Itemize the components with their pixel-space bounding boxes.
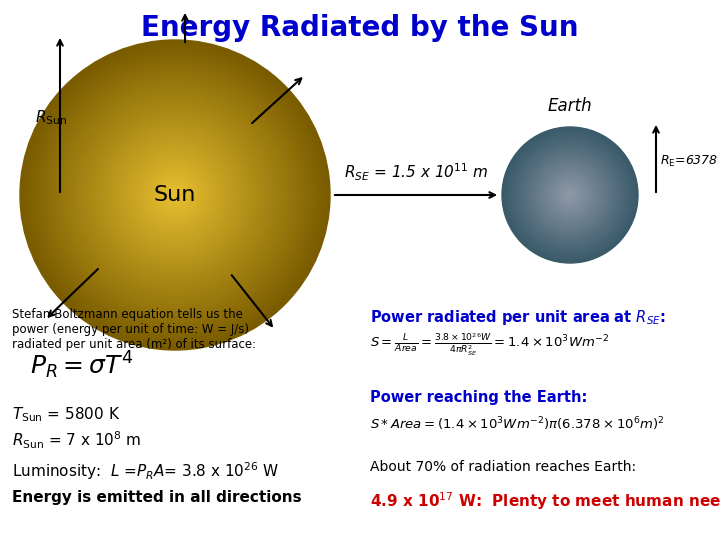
Circle shape	[516, 140, 624, 249]
Circle shape	[535, 160, 606, 231]
Circle shape	[554, 179, 586, 211]
Text: $S*Area=(1.4\times10^{3}Wm^{-2})\pi(6.378\times10^{6}m)^{2}$: $S*Area=(1.4\times10^{3}Wm^{-2})\pi(6.37…	[370, 415, 665, 433]
Circle shape	[59, 79, 292, 311]
Circle shape	[540, 165, 600, 225]
Text: $R_{SE}$ = 1.5 x 10$^{11}$ m: $R_{SE}$ = 1.5 x 10$^{11}$ m	[344, 161, 488, 183]
Text: Sun: Sun	[154, 185, 196, 205]
Circle shape	[90, 110, 260, 280]
Circle shape	[505, 130, 635, 260]
Circle shape	[546, 171, 595, 219]
Text: Power reaching the Earth:: Power reaching the Earth:	[370, 390, 588, 405]
Circle shape	[526, 152, 613, 239]
Circle shape	[128, 148, 222, 241]
Text: $R_\mathrm{E}$=6378 km: $R_\mathrm{E}$=6378 km	[660, 153, 720, 169]
Text: $R_\mathrm{Sun}$: $R_\mathrm{Sun}$	[35, 108, 67, 127]
Circle shape	[160, 179, 191, 211]
Circle shape	[74, 94, 276, 296]
Circle shape	[125, 145, 225, 245]
Circle shape	[521, 146, 619, 244]
Circle shape	[24, 44, 326, 346]
Circle shape	[66, 86, 284, 303]
Circle shape	[105, 125, 245, 265]
Circle shape	[121, 141, 229, 249]
Text: Energy Radiated by the Sun: Energy Radiated by the Sun	[141, 14, 579, 42]
Text: Energy is emitted in all directions: Energy is emitted in all directions	[12, 490, 302, 505]
Circle shape	[132, 152, 217, 238]
Circle shape	[508, 132, 633, 258]
Circle shape	[537, 163, 603, 228]
Circle shape	[78, 98, 272, 292]
Circle shape	[144, 164, 206, 226]
Text: $S=\frac{L}{Area}=\frac{3.8\times10^{26}W}{4\pi R_{SE}^{2}}=1.4\times10^{3}Wm^{-: $S=\frac{L}{Area}=\frac{3.8\times10^{26}…	[370, 332, 609, 358]
Text: $R_\mathrm{Sun}$ = 7 x 10$^8$ m: $R_\mathrm{Sun}$ = 7 x 10$^8$ m	[12, 430, 141, 451]
Circle shape	[171, 191, 179, 199]
Circle shape	[55, 75, 295, 315]
Circle shape	[510, 135, 630, 255]
Circle shape	[20, 40, 330, 350]
Circle shape	[28, 48, 323, 342]
Circle shape	[94, 113, 256, 276]
Text: Earth: Earth	[548, 97, 593, 115]
Circle shape	[35, 56, 315, 334]
Text: $T_\mathrm{Sun}$ = 5800 K: $T_\mathrm{Sun}$ = 5800 K	[12, 405, 120, 424]
Circle shape	[551, 176, 589, 214]
Circle shape	[529, 154, 611, 236]
Circle shape	[113, 133, 237, 257]
Circle shape	[97, 118, 253, 273]
Text: About 70% of radiation reaches Earth:: About 70% of radiation reaches Earth:	[370, 460, 636, 474]
Circle shape	[86, 106, 264, 284]
Circle shape	[63, 83, 287, 307]
Circle shape	[562, 187, 578, 203]
Text: $P_R = \sigma T^4$: $P_R = \sigma T^4$	[30, 350, 133, 381]
Text: Power radiated per unit area at $R_{SE}$:: Power radiated per unit area at $R_{SE}$…	[370, 308, 666, 327]
Circle shape	[518, 143, 621, 247]
Circle shape	[140, 160, 210, 230]
Text: Stefan-Boltzmann equation tells us the
power (energy per unit of time: W = J/s)
: Stefan-Boltzmann equation tells us the p…	[12, 308, 256, 351]
Circle shape	[513, 138, 627, 252]
Circle shape	[152, 172, 198, 218]
Text: Luminosity:  $L$ =$P_R$$A$= 3.8 x 10$^{26}$ W: Luminosity: $L$ =$P_R$$A$= 3.8 x 10$^{26…	[12, 460, 279, 482]
Circle shape	[502, 127, 638, 263]
Circle shape	[109, 129, 241, 261]
Circle shape	[136, 156, 214, 234]
Circle shape	[564, 190, 575, 200]
Circle shape	[543, 168, 597, 222]
Circle shape	[40, 59, 310, 330]
Circle shape	[102, 122, 248, 268]
Circle shape	[567, 192, 572, 198]
Circle shape	[163, 184, 186, 207]
Circle shape	[532, 157, 608, 233]
Circle shape	[32, 52, 318, 339]
Circle shape	[523, 148, 616, 241]
Circle shape	[559, 184, 581, 206]
Circle shape	[117, 137, 233, 253]
Circle shape	[71, 90, 279, 300]
Circle shape	[156, 176, 194, 214]
Text: 4.9 x 10$^{17}$ W:  Plenty to meet human needs!: 4.9 x 10$^{17}$ W: Plenty to meet human …	[370, 490, 720, 512]
Circle shape	[148, 168, 202, 222]
Circle shape	[43, 63, 307, 327]
Circle shape	[51, 71, 299, 319]
Circle shape	[167, 187, 183, 202]
Circle shape	[47, 67, 303, 323]
Circle shape	[557, 181, 584, 208]
Circle shape	[82, 102, 268, 288]
Circle shape	[548, 173, 592, 217]
